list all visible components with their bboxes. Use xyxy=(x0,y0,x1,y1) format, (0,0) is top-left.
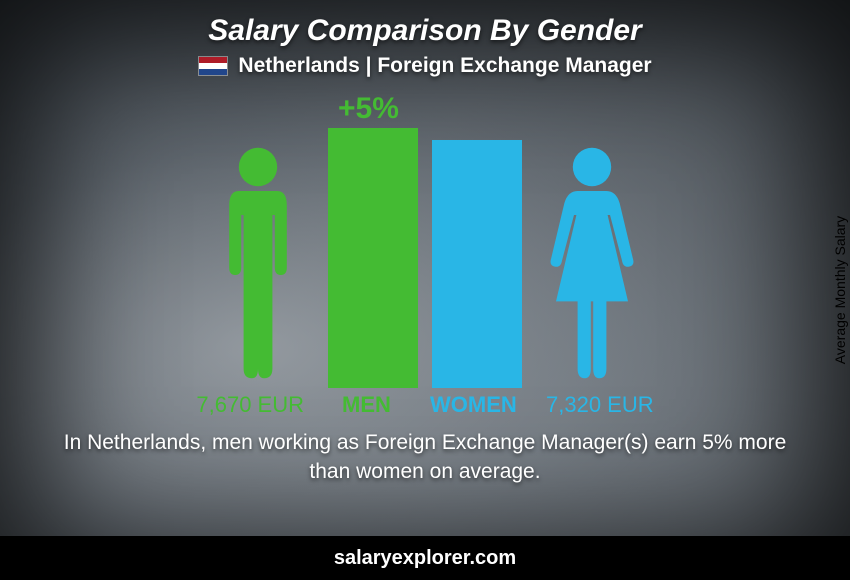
summary-text: In Netherlands, men working as Foreign E… xyxy=(0,428,850,487)
header: Salary Comparison By Gender Netherlands … xyxy=(0,0,850,78)
footer-text: salaryexplorer.com xyxy=(334,547,516,570)
subtitle: Netherlands | Foreign Exchange Manager xyxy=(238,54,651,78)
subtitle-row: Netherlands | Foreign Exchange Manager xyxy=(0,54,850,78)
flag-stripe-3 xyxy=(199,69,227,75)
subtitle-separator: | xyxy=(360,54,378,77)
page-title: Salary Comparison By Gender xyxy=(0,14,850,48)
category-women: WOMEN xyxy=(430,392,517,418)
value-men: 7,670 EUR xyxy=(196,392,304,418)
chart-area: +5% 7,670 EUR MEN WOMEN 7,320 EUR xyxy=(100,98,750,418)
female-icon xyxy=(532,143,652,388)
footer-band: salaryexplorer.com xyxy=(0,536,850,580)
bar-men xyxy=(328,128,418,388)
country-label: Netherlands xyxy=(238,54,359,77)
job-title-label: Foreign Exchange Manager xyxy=(377,54,651,77)
male-icon xyxy=(198,143,318,388)
value-women: 7,320 EUR xyxy=(546,392,654,418)
flag-icon xyxy=(198,56,228,76)
bar-women xyxy=(432,140,522,388)
delta-label: +5% xyxy=(338,92,399,126)
category-men: MEN xyxy=(342,392,391,418)
